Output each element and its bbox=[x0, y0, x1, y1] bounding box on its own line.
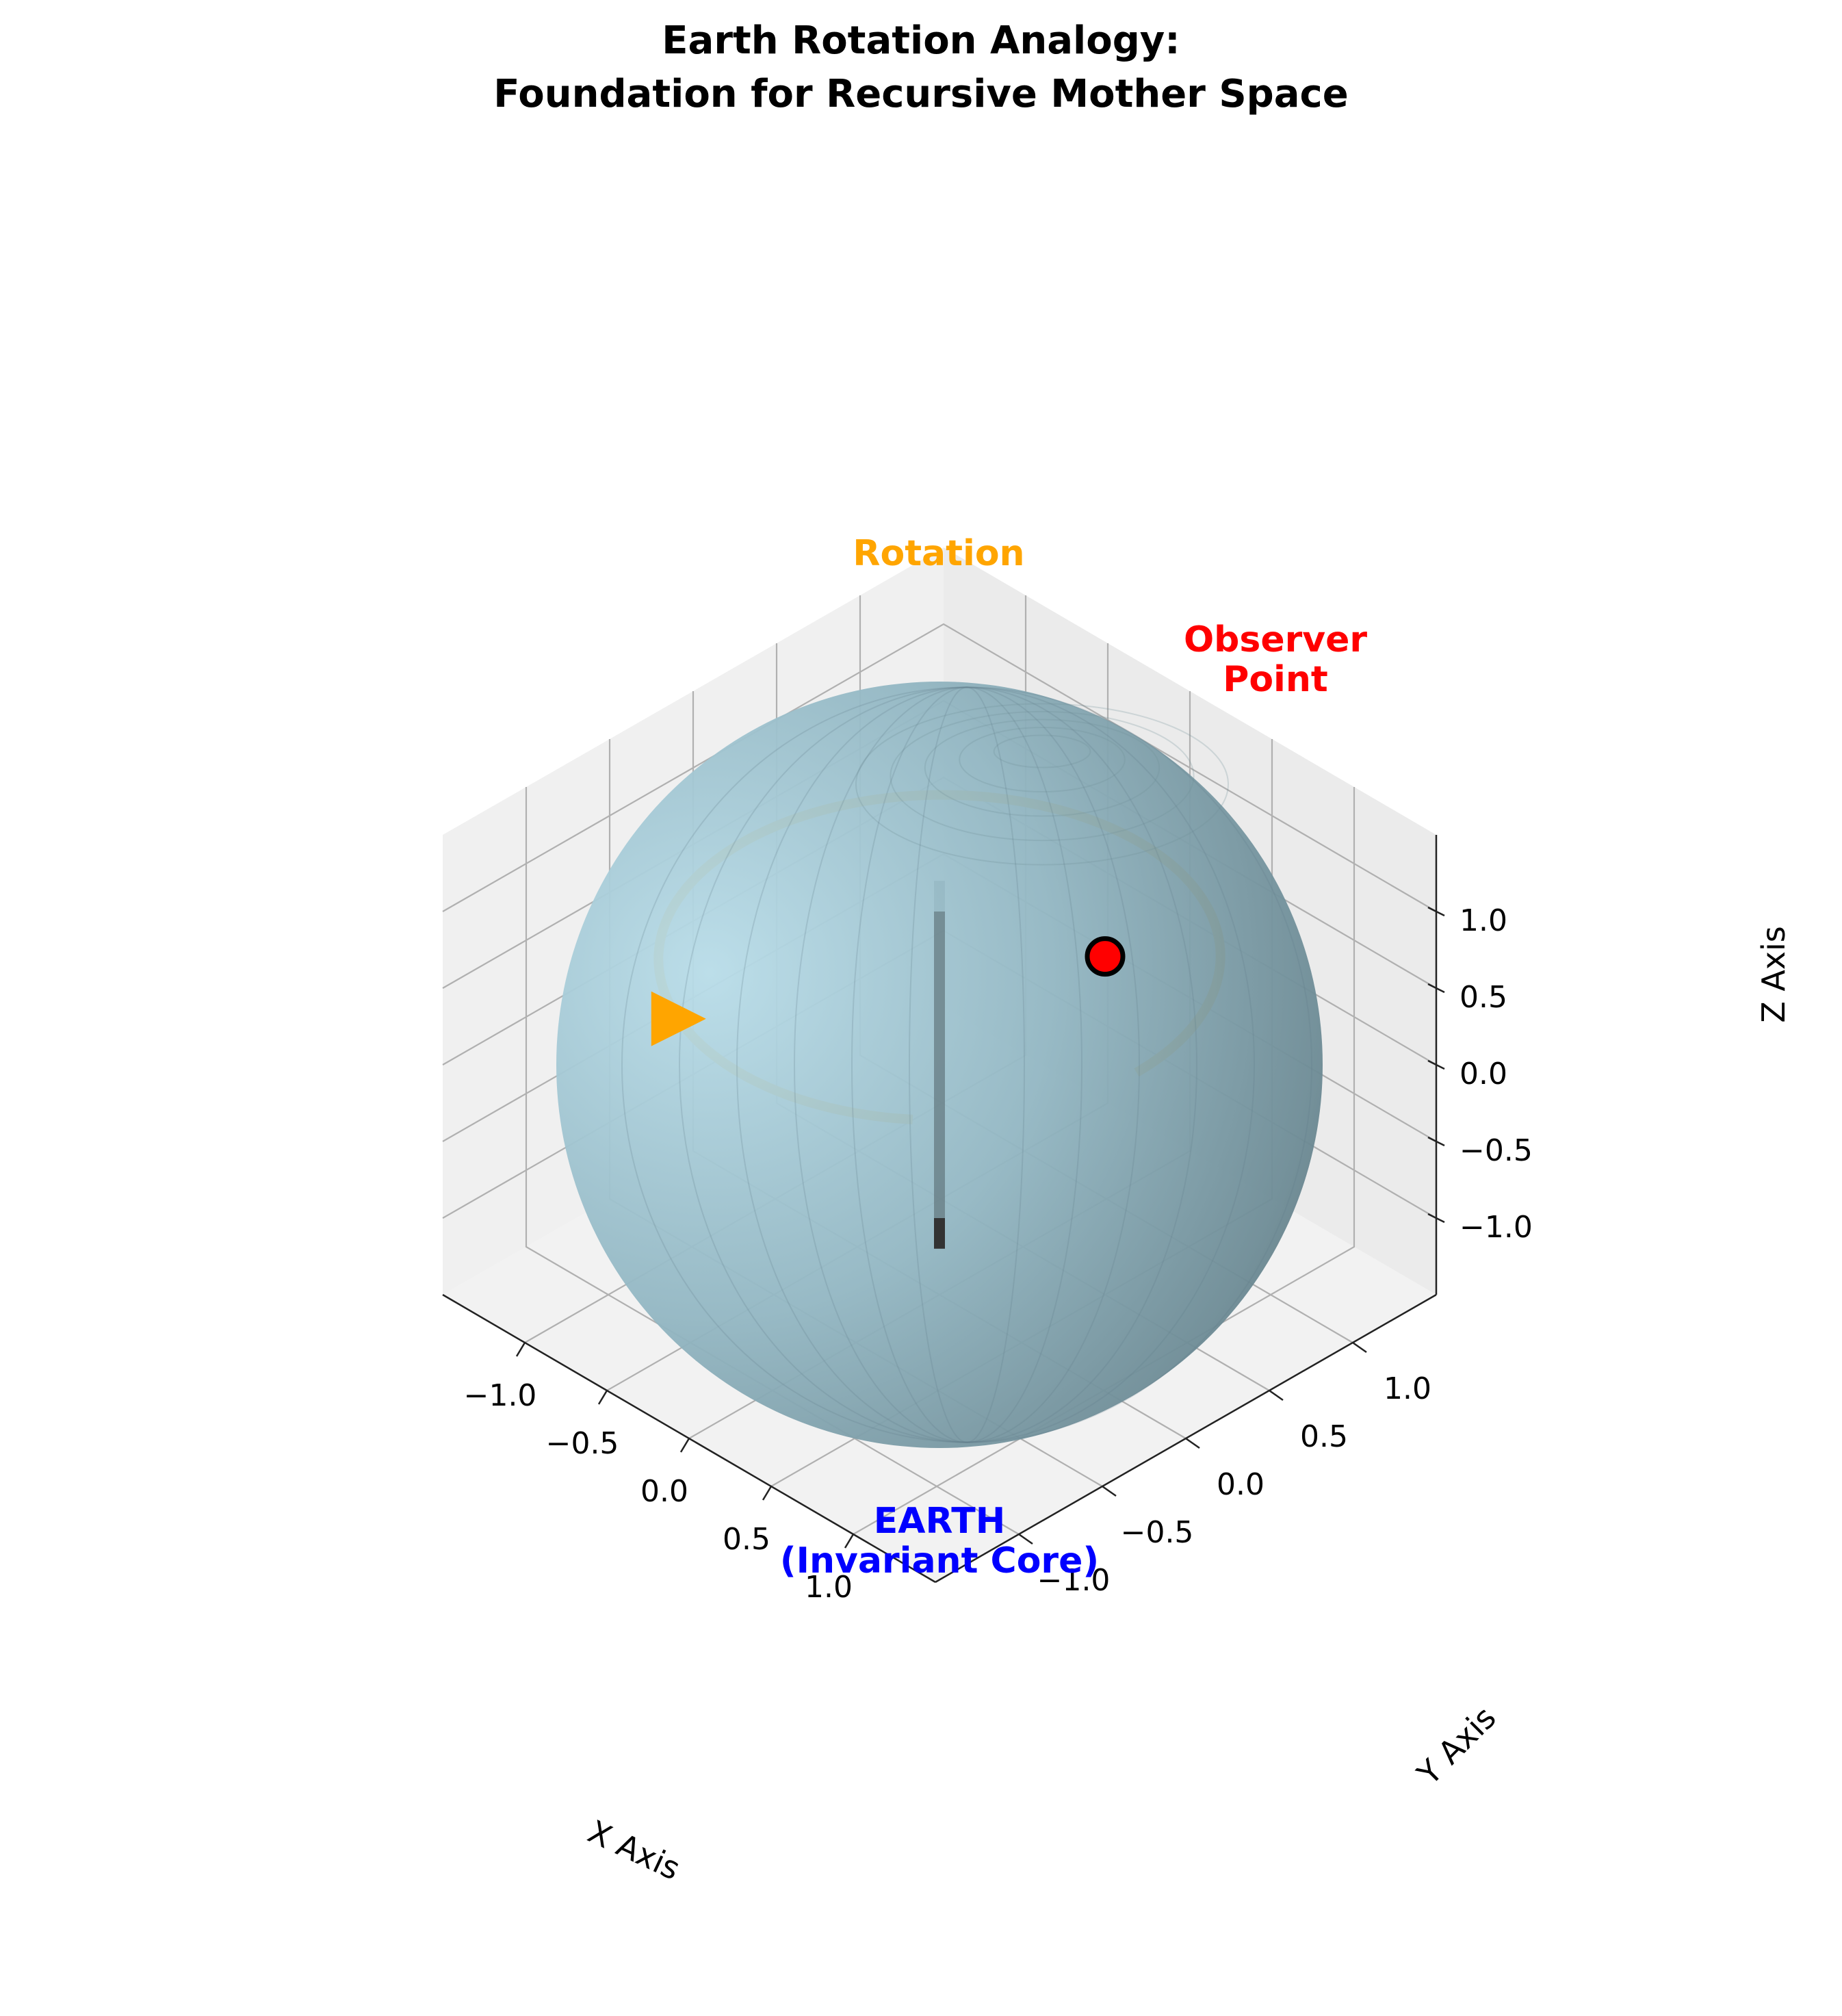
z-tick-label: −0.5 bbox=[1460, 1133, 1533, 1168]
y-tick bbox=[1018, 1533, 1033, 1545]
x-axis-label: X Axis bbox=[582, 1813, 686, 1887]
z-tick-label: 0.5 bbox=[1460, 980, 1507, 1015]
y-axis-label: Y Axis bbox=[1410, 1699, 1503, 1793]
y-tick bbox=[1102, 1485, 1117, 1497]
sphere-latitude-band bbox=[890, 710, 1195, 842]
earth-annotation-line-2: (Invariant Core) bbox=[780, 1540, 1099, 1581]
z-tick bbox=[1427, 906, 1445, 917]
sphere-longitude-band bbox=[679, 686, 1255, 1443]
z-axis-label: Z Axis bbox=[1755, 926, 1792, 1023]
rotation-annotation: Rotation bbox=[853, 533, 1024, 574]
y-tick-label: −1.0 bbox=[1037, 1563, 1111, 1598]
y-tick bbox=[1352, 1341, 1367, 1354]
x-tick-label: 1.0 bbox=[805, 1570, 853, 1605]
observer-annotation-line-2: Point bbox=[1223, 659, 1328, 700]
z-tick bbox=[1427, 983, 1445, 994]
y-tick-label: 0.0 bbox=[1217, 1467, 1264, 1502]
y-tick bbox=[1185, 1437, 1200, 1449]
y-tick bbox=[1269, 1389, 1284, 1401]
x-tick-label: 0.0 bbox=[640, 1474, 688, 1509]
x-tick bbox=[679, 1438, 690, 1453]
observer-annotation-line-1: Observer bbox=[1184, 619, 1367, 660]
z-tick bbox=[1427, 1059, 1445, 1070]
z-tick bbox=[1427, 1136, 1445, 1147]
sphere-longitude-band bbox=[794, 686, 1140, 1443]
title-line-2: Foundation for Recursive Mother Space bbox=[493, 72, 1348, 116]
z-tick-label: 0.0 bbox=[1460, 1057, 1507, 1091]
earth-annotation-line-1: EARTH bbox=[874, 1501, 1005, 1542]
title-line-1: Earth Rotation Analogy: bbox=[662, 18, 1180, 63]
plot-scene bbox=[556, 682, 1323, 1448]
y-tick-label: 1.0 bbox=[1384, 1371, 1431, 1406]
x-tick-label: 0.5 bbox=[723, 1522, 770, 1557]
sphere-longitude-band bbox=[851, 686, 1082, 1443]
sphere-latitude-band bbox=[993, 734, 1091, 768]
sphere-latitude-band bbox=[959, 726, 1126, 793]
tick-marks-and-labels: −1.0 −1.0 −1.0 −0.5 −0.5 −0.5 0.0 0.0 0.0 0.5 0.5 0… bbox=[464, 903, 1533, 1605]
chart-title: Earth Rotation Analogy: Foundation for R… bbox=[493, 18, 1348, 116]
x-tick bbox=[844, 1534, 855, 1549]
z-tick bbox=[1427, 1213, 1445, 1224]
z-grid-line bbox=[442, 623, 1437, 912]
sphere-longitude-band bbox=[621, 686, 1312, 1443]
x-tick bbox=[597, 1390, 608, 1405]
sphere-longitude-band bbox=[909, 686, 1025, 1443]
rotation-arrow-marker bbox=[651, 991, 706, 1046]
y-tick-label: −0.5 bbox=[1121, 1515, 1194, 1550]
x-tick bbox=[762, 1486, 773, 1501]
z-tick-label: −1.0 bbox=[1460, 1210, 1533, 1245]
sphere-latitude-band bbox=[924, 719, 1160, 817]
x-tick-label: −0.5 bbox=[546, 1426, 619, 1461]
x-tick bbox=[515, 1342, 526, 1357]
annotations: Rotation Observer Point EARTH (Invariant… bbox=[780, 533, 1368, 1581]
z-tick-label: 1.0 bbox=[1460, 903, 1507, 938]
x-tick-label: −1.0 bbox=[464, 1378, 537, 1413]
y-tick-label: 0.5 bbox=[1300, 1419, 1348, 1454]
sphere-longitude-band bbox=[736, 686, 1197, 1443]
sphere-latitude-band bbox=[855, 703, 1229, 866]
observer-point-marker bbox=[1085, 936, 1126, 977]
